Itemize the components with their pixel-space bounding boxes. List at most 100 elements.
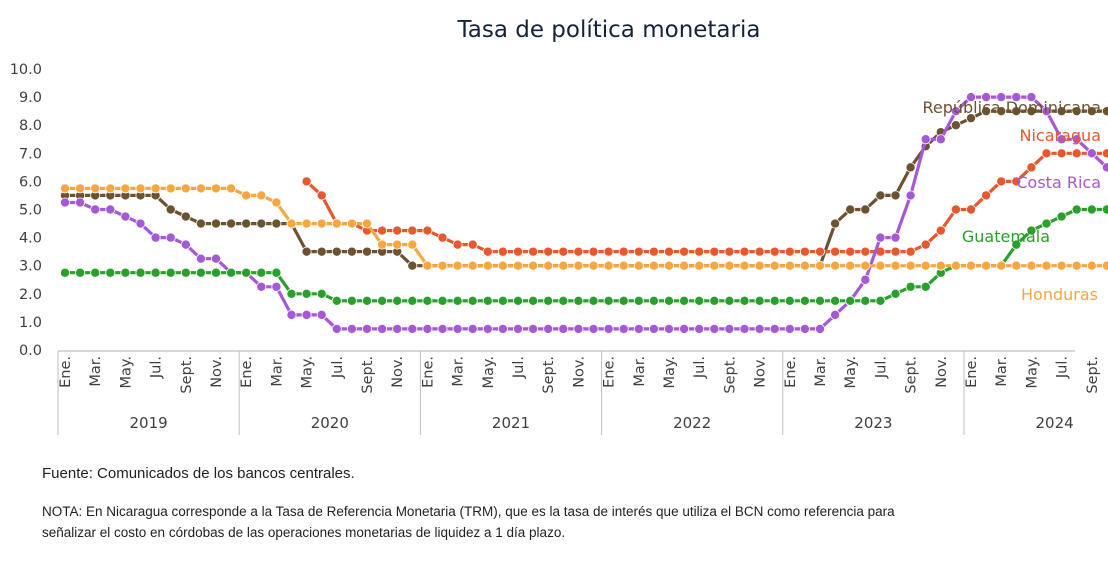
data-point <box>346 295 357 306</box>
data-point <box>860 246 871 257</box>
data-point <box>286 309 297 320</box>
series-label: Guatemala <box>962 227 1050 246</box>
data-point <box>754 323 765 334</box>
data-point <box>467 295 478 306</box>
data-point <box>513 246 524 257</box>
data-point <box>845 204 856 215</box>
x-tick-label: Mar. <box>813 356 829 387</box>
data-point <box>890 232 901 243</box>
data-point <box>407 260 418 271</box>
data-point <box>1011 176 1022 187</box>
data-point <box>346 218 357 229</box>
data-point <box>422 323 433 334</box>
data-point <box>996 92 1007 103</box>
x-tick-label: May. <box>1024 356 1040 389</box>
data-point <box>1101 162 1108 173</box>
y-tick-label: 10.0 <box>10 62 42 78</box>
data-point <box>1026 260 1037 271</box>
data-point <box>1071 148 1082 159</box>
data-point <box>1101 106 1108 117</box>
data-point <box>241 218 252 229</box>
data-point <box>739 323 750 334</box>
data-point <box>950 120 961 131</box>
x-tick-label: Nov. <box>753 356 769 388</box>
policy-rate-chart: Tasa de política monetaria 0.0 1.0 2.0 3.0 4… <box>10 17 1108 435</box>
data-point <box>407 295 418 306</box>
data-point <box>694 246 705 257</box>
x-tick-label: Sept. <box>360 356 376 394</box>
data-point <box>437 232 448 243</box>
data-point <box>392 295 403 306</box>
x-tick-label: Jul. <box>873 356 889 379</box>
chart-title: Tasa de política monetaria <box>457 17 761 43</box>
data-point <box>558 246 569 257</box>
data-point <box>890 260 901 271</box>
data-point <box>830 309 841 320</box>
year-label: 2024 <box>1036 414 1074 432</box>
source-note: Fuente: Comunicados de los bancos centra… <box>42 465 355 482</box>
data-point <box>920 134 931 145</box>
data-point <box>709 295 720 306</box>
x-tick-label: May. <box>481 356 497 389</box>
data-point <box>180 211 191 222</box>
data-point <box>301 309 312 320</box>
x-tick-label: May. <box>662 356 678 389</box>
data-point <box>180 183 191 194</box>
data-point <box>875 190 886 201</box>
data-point <box>528 323 539 334</box>
x-tick-label: Jul. <box>511 356 527 379</box>
data-point <box>830 218 841 229</box>
data-point <box>331 246 342 257</box>
data-point <box>1026 92 1037 103</box>
data-point <box>981 106 992 117</box>
data-point <box>588 260 599 271</box>
data-point <box>543 260 554 271</box>
data-point <box>1056 148 1067 159</box>
data-point <box>950 260 961 271</box>
data-point <box>150 183 161 194</box>
data-point <box>271 197 282 208</box>
data-point <box>226 218 237 229</box>
data-point <box>603 246 614 257</box>
y-tick-label: 9.0 <box>19 90 42 106</box>
data-point <box>875 260 886 271</box>
data-point <box>120 211 131 222</box>
data-point <box>664 295 675 306</box>
data-point <box>754 295 765 306</box>
data-point <box>920 239 931 250</box>
footnote: NOTA: En Nicaragua corresponde a la Tasa… <box>42 504 895 540</box>
data-point <box>920 281 931 292</box>
data-point <box>150 232 161 243</box>
data-point <box>739 260 750 271</box>
data-point <box>437 323 448 334</box>
data-point <box>241 267 252 278</box>
data-point <box>195 218 206 229</box>
data-point <box>377 295 388 306</box>
year-label: 2023 <box>854 414 892 432</box>
data-point <box>301 246 312 257</box>
data-point <box>1056 260 1067 271</box>
x-tick-label: Ene. <box>602 356 618 388</box>
data-point <box>437 295 448 306</box>
data-point <box>588 246 599 257</box>
data-point <box>1011 106 1022 117</box>
data-point <box>860 274 871 285</box>
data-point <box>573 246 584 257</box>
x-tick-label: Jul. <box>149 356 165 379</box>
data-point <box>135 267 146 278</box>
data-point <box>784 260 795 271</box>
data-point <box>241 190 252 201</box>
x-tick-label: Ene. <box>420 356 436 388</box>
x-tick-label: Sept. <box>179 356 195 394</box>
x-tick-label: Sept. <box>1085 356 1101 394</box>
y-tick-label: 4.0 <box>19 231 42 247</box>
data-point <box>467 323 478 334</box>
data-point <box>799 295 810 306</box>
data-point <box>482 246 493 257</box>
data-point <box>256 218 267 229</box>
data-point <box>633 246 644 257</box>
data-point <box>618 323 629 334</box>
y-tick-label: 8.0 <box>19 118 42 134</box>
data-point <box>648 295 659 306</box>
data-point <box>845 295 856 306</box>
